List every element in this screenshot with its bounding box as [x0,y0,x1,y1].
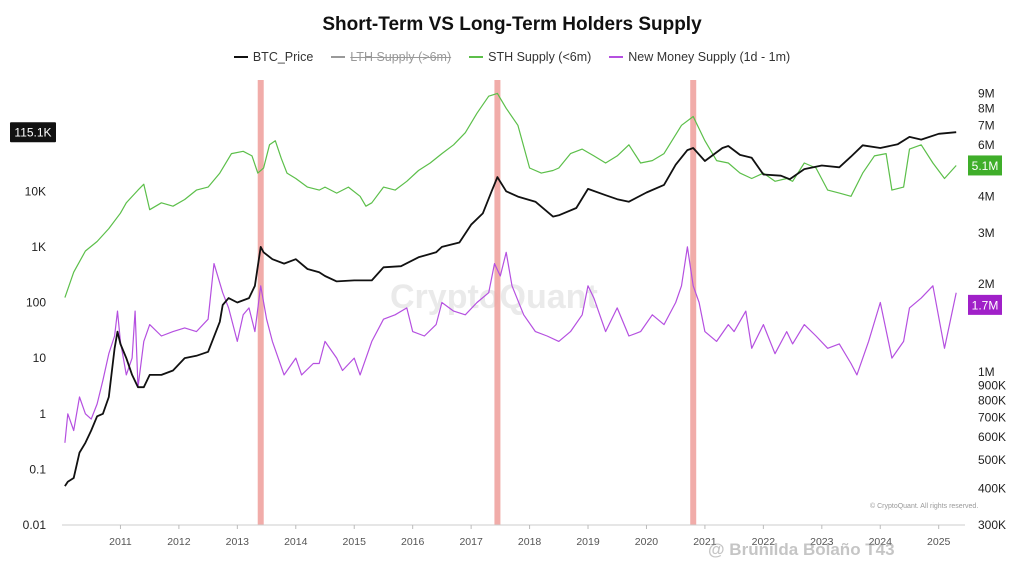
legend-item-btc-price[interactable]: BTC_Price [233,50,314,64]
x-tick-label-2019: 2019 [576,536,600,548]
y-right-tick-3M: 3M [978,226,995,240]
x-tick-label-2017: 2017 [459,536,483,548]
brand-watermark: CryptoQuant [390,278,598,316]
x-tick-label-2018: 2018 [518,536,542,548]
legend-label-btc-price: BTC_Price [252,50,314,64]
y-left-tick-0.01: 0.01 [23,518,47,532]
series-line-btc-price [64,131,957,487]
series-line-new-money-supply-1d-1m [64,246,957,443]
axes: 2011 2012 2013 2014 2015 2016 2017 2018 2019 2020… [23,86,1006,548]
x-tick-label-2015: 2015 [343,536,367,548]
legend-label-lth-supply: LTH Supply (>6m) [350,50,452,64]
y-right-tick-1M: 1M [978,365,995,379]
y-right-tick-8M: 8M [978,101,995,115]
legend-swatch-lth-supply [331,56,346,58]
legend-item-sth-supply[interactable]: STH Supply (<6m) [469,50,591,64]
y-right-tick-400K: 400K [978,481,1006,495]
author-watermark: @ Brunilda Bolaño T43 [708,540,895,559]
x-tick-label-2016: 2016 [401,536,425,548]
x-tick-label-2013: 2013 [226,536,250,548]
legend: BTC_Price LTH Supply (>6m) STH Supply (<… [0,50,1024,64]
copyright-text: © CryptoQuant. All rights reserved. [870,503,979,510]
highlight-bands [257,80,697,525]
right-current-badge-2 [968,294,1002,315]
legend-swatch-sth-supply [469,56,484,58]
highlight-band-2 [494,80,501,525]
legend-item-new-money-supply[interactable]: New Money Supply (1d - 1m) [609,50,790,64]
y-left-tick-0.1: 0.1 [29,462,46,476]
legend-item-lth-supply[interactable]: LTH Supply (>6m) [331,50,451,64]
y-right-tick-4M: 4M [978,189,995,203]
y-right-tick-700K: 700K [978,410,1006,424]
y-left-tick-1K: 1K [31,240,46,254]
right-current-badge-label-2: 1.7M [972,298,999,312]
x-tick-label-2025: 2025 [927,536,951,548]
x-tick-label-2020: 2020 [635,536,659,548]
legend-label-new-money-supply: New Money Supply (1d - 1m) [628,50,791,64]
right-current-badge-1 [968,155,1002,176]
y-left-tick-1: 1 [39,407,46,421]
x-tick-label-2021: 2021 [693,536,717,548]
x-tick-label-2024: 2024 [869,536,893,548]
y-right-tick-600K: 600K [978,430,1006,444]
legend-swatch-btc-price [233,56,248,58]
y-right-tick-6M: 6M [978,138,995,152]
right-current-badge-label-1: 5.1M [972,159,999,173]
x-tick-label-2011: 2011 [109,536,132,548]
y-right-tick-9M: 9M [978,86,995,100]
y-left-tick-10K: 10K [25,184,46,198]
series-line-sth-supply-6m [64,92,957,298]
current-value-badges: 115.1K 5.1M 1.7M [10,122,1002,315]
x-tick-label-2014: 2014 [284,536,308,548]
highlight-band-1 [257,80,264,525]
highlight-band-3 [690,80,697,525]
y-right-tick-900K: 900K [978,379,1006,393]
btc-price-current-badge [10,122,56,143]
x-tick-label-2012: 2012 [167,536,191,548]
btc-price-current-label: 115.1K [14,126,51,140]
y-right-tick-7M: 7M [978,118,995,132]
legend-swatch-new-money-supply [609,56,624,58]
y-right-tick-500K: 500K [978,453,1006,467]
x-tick-label-2022: 2022 [752,536,776,548]
legend-label-sth-supply: STH Supply (<6m) [488,50,592,64]
y-left-tick-10: 10 [33,351,47,365]
y-right-tick-2M: 2M [978,277,995,291]
x-tick-label-2023: 2023 [810,536,834,548]
chart-title: Short-Term VS Long-Term Holders Supply [322,14,702,35]
y-left-tick-100: 100 [26,296,46,310]
series-lines [64,92,957,487]
y-right-tick-300K: 300K [978,518,1006,532]
y-right-tick-800K: 800K [978,394,1006,408]
